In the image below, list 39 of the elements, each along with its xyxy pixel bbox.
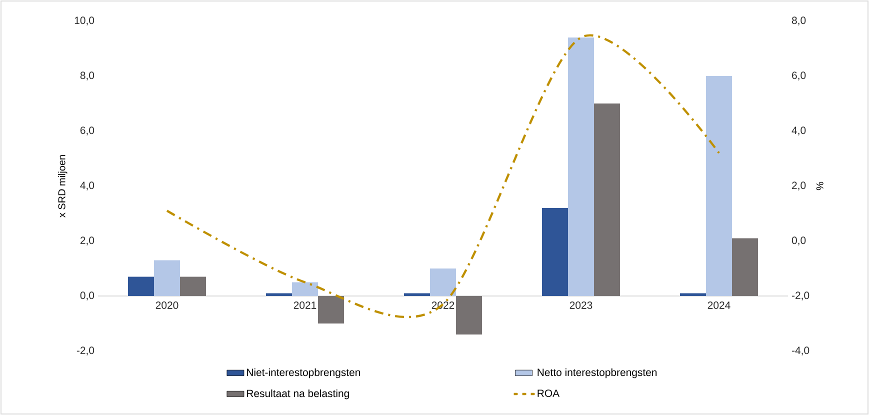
y-tick-label: 4,0 — [80, 182, 94, 190]
bar — [706, 76, 732, 296]
bar — [542, 208, 568, 296]
y2-tick-label: 4,0 — [792, 126, 806, 136]
y2-tick-label: 2,0 — [792, 182, 806, 190]
x-tick-label: 2021 — [294, 302, 316, 309]
x-tick-label: 2023 — [570, 302, 592, 309]
legend-label: Resultaat na belasting — [247, 389, 349, 400]
y-axis-title: x SRD miljoen — [58, 155, 68, 218]
bar — [594, 103, 620, 296]
bar — [456, 296, 482, 334]
legend-label: Niet-interestopbrengsten — [247, 368, 360, 378]
bar — [154, 260, 180, 296]
bar — [568, 37, 594, 296]
y-tick-label: 6,0 — [80, 126, 94, 136]
x-tick-label: 2020 — [156, 302, 178, 309]
y-tick-label: 2,0 — [80, 236, 94, 246]
y2-tick-label: -4,0 — [792, 346, 810, 356]
y-tick-label: 10,0 — [74, 16, 94, 26]
y2-tick-label: 0,0 — [792, 236, 806, 246]
bar — [404, 293, 430, 296]
y2-axis-title: % — [816, 182, 824, 190]
bar — [430, 268, 456, 296]
x-tick-label: 2024 — [708, 302, 730, 309]
y-tick-label: -2,0 — [76, 346, 94, 356]
y2-tick-label: 8,0 — [792, 16, 806, 26]
bar — [732, 238, 758, 296]
bar — [292, 282, 318, 296]
y-tick-label: 0,0 — [80, 292, 94, 300]
bar — [266, 293, 292, 296]
bar — [680, 293, 706, 296]
bar — [180, 276, 206, 296]
bar — [128, 276, 154, 296]
y2-tick-label: 6,0 — [792, 72, 806, 80]
bar — [318, 296, 344, 324]
legend-label: Netto interestopbrengsten — [538, 368, 657, 378]
legend-label: ROA — [538, 390, 560, 397]
y-tick-label: 8,0 — [80, 72, 94, 80]
y2-tick-label: -2,0 — [792, 292, 810, 300]
